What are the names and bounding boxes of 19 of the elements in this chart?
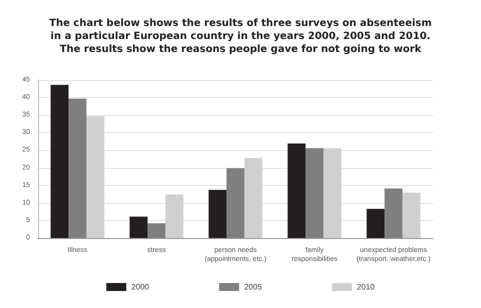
legend-label: 2010	[356, 282, 376, 292]
bar	[288, 144, 306, 238]
legend-label: 2005	[244, 282, 262, 292]
bar	[50, 84, 69, 238]
bar	[148, 223, 166, 238]
bar	[130, 216, 148, 238]
chart-title: The chart below shows the results of three surveys on absenteeism in a particular European country in the years 2000, 2005 and 2010. The results show the reasons people gave for not going to work	[49, 18, 432, 55]
bar	[244, 158, 262, 238]
bar	[366, 208, 385, 238]
bar	[402, 192, 420, 238]
bar	[165, 194, 184, 238]
bar	[208, 190, 227, 238]
bar	[226, 168, 244, 238]
bar	[384, 188, 402, 238]
bar	[323, 148, 342, 238]
bar	[86, 116, 104, 238]
bar	[68, 98, 86, 238]
bar	[306, 148, 324, 238]
legend-label: 2000	[131, 282, 150, 292]
